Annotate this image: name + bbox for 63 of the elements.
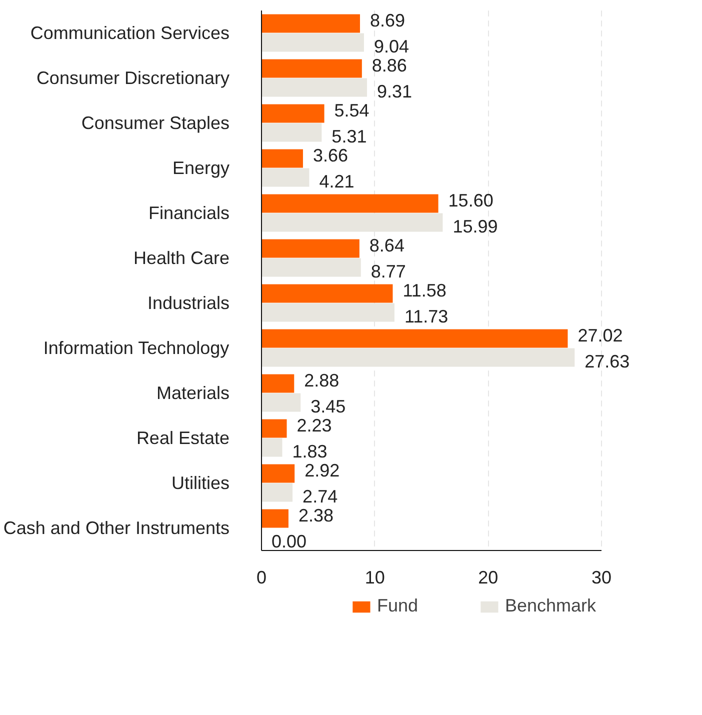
y-tick-label: Real Estate xyxy=(136,428,230,448)
bar xyxy=(262,374,294,393)
data-label: 2.23 xyxy=(296,416,332,436)
data-label: 11.73 xyxy=(404,306,448,326)
data-label: 5.31 xyxy=(332,126,367,146)
y-tick-label: Communication Services xyxy=(30,23,230,43)
bar xyxy=(262,123,322,142)
bar xyxy=(262,464,295,483)
data-label: 15.99 xyxy=(452,216,498,236)
data-label: 0.00 xyxy=(272,531,307,552)
bar xyxy=(262,438,282,457)
bar xyxy=(262,329,568,348)
bar xyxy=(262,509,288,528)
bar xyxy=(262,258,361,277)
data-label: 8.69 xyxy=(370,10,406,31)
bar xyxy=(262,483,293,502)
y-tick-label: Industrials xyxy=(147,293,230,313)
legend-label: Fund xyxy=(376,596,418,616)
data-label: 8.64 xyxy=(369,236,404,256)
data-label: 5.54 xyxy=(334,100,370,121)
data-label: 9.04 xyxy=(374,36,409,56)
data-label: 2.74 xyxy=(302,486,338,506)
x-tick-label: 10 xyxy=(364,568,385,588)
data-label: 11.58 xyxy=(402,280,446,301)
data-label: 3.66 xyxy=(312,146,348,166)
data-label: 9.31 xyxy=(377,81,412,102)
data-label: 27.63 xyxy=(584,351,630,372)
y-tick-label: Cash and Other Instruments xyxy=(3,518,230,538)
data-label: 2.88 xyxy=(304,370,340,391)
data-label: 2.38 xyxy=(298,506,334,526)
bar xyxy=(262,149,303,168)
bar xyxy=(262,239,360,258)
y-tick-label: Information Technology xyxy=(43,338,230,358)
bar xyxy=(262,348,575,367)
x-tick-label: 20 xyxy=(478,568,498,588)
data-label: 27.02 xyxy=(578,326,623,346)
data-label: 8.86 xyxy=(372,56,407,76)
y-tick-label: Financials xyxy=(148,203,230,223)
y-tick-label: Consumer Staples xyxy=(81,113,230,133)
data-label: 2.92 xyxy=(304,460,340,481)
y-tick-label: Utilities xyxy=(171,473,230,493)
bar xyxy=(262,393,301,412)
bar xyxy=(262,419,287,438)
bar xyxy=(262,78,368,97)
y-tick-label: Health Care xyxy=(133,248,230,268)
bar xyxy=(262,168,310,187)
legend-label: Benchmark xyxy=(504,596,596,616)
data-label: 3.45 xyxy=(310,396,346,416)
bar xyxy=(262,284,393,303)
data-label: 8.77 xyxy=(370,261,406,282)
x-tick-label: 0 xyxy=(256,568,267,588)
data-label: 1.83 xyxy=(292,441,328,462)
bar xyxy=(262,59,362,78)
bar xyxy=(262,194,438,213)
y-tick-label: Consumer Discretionary xyxy=(36,68,230,88)
y-tick-label: Materials xyxy=(156,383,230,403)
data-label: 4.21 xyxy=(319,171,354,192)
x-tick-label: 30 xyxy=(591,568,612,588)
data-label: 15.60 xyxy=(448,190,494,211)
bar xyxy=(262,14,360,33)
bar xyxy=(262,33,364,52)
y-tick-label: Energy xyxy=(172,158,230,178)
bar xyxy=(262,104,324,123)
